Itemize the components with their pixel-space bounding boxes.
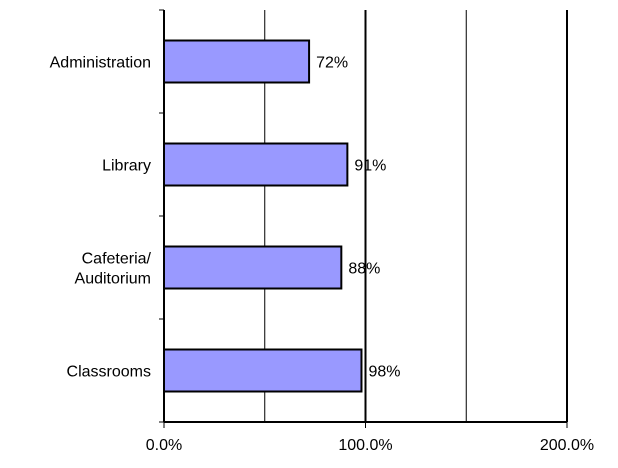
category-label-0: Administration <box>50 55 151 72</box>
data-label-0: 72% <box>316 55 348 72</box>
bar-2 <box>163 245 343 290</box>
bar-1 <box>163 142 349 187</box>
x-tick-label-2: 200.0% <box>540 437 594 454</box>
data-label-1: 91% <box>354 158 386 175</box>
x-tick-label-1: 100.0% <box>338 437 392 454</box>
category-label-2-line-1: Auditorium <box>75 271 151 288</box>
x-tick-label-0: 0.0% <box>146 437 182 454</box>
data-label-3: 98% <box>368 364 400 381</box>
bar-0 <box>163 39 311 84</box>
category-label-3: Classrooms <box>67 364 151 381</box>
category-label-2-line-0: Cafeteria/ <box>82 251 152 268</box>
category-label-1: Library <box>102 158 151 175</box>
data-label-2: 88% <box>348 261 380 278</box>
bar-3 <box>163 348 363 393</box>
